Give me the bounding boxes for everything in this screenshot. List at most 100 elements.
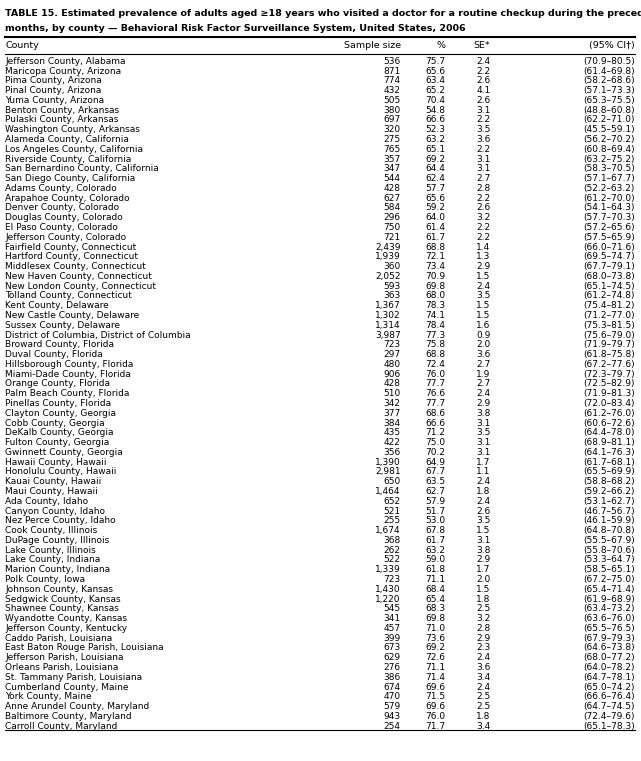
Text: 54.8: 54.8 bbox=[426, 106, 445, 115]
Text: (61.2–70.0): (61.2–70.0) bbox=[583, 193, 635, 202]
Text: 62.7: 62.7 bbox=[426, 487, 445, 496]
Text: (45.5–59.1): (45.5–59.1) bbox=[583, 126, 635, 134]
Text: (57.7–70.3): (57.7–70.3) bbox=[583, 213, 635, 222]
Text: 480: 480 bbox=[383, 360, 401, 369]
Text: 3.8: 3.8 bbox=[476, 409, 490, 418]
Text: (67.2–75.0): (67.2–75.0) bbox=[583, 575, 635, 584]
Text: 357: 357 bbox=[383, 154, 401, 164]
Text: 2.4: 2.4 bbox=[476, 282, 490, 291]
Text: Hawaii County, Hawaii: Hawaii County, Hawaii bbox=[5, 457, 106, 466]
Text: 2.2: 2.2 bbox=[476, 223, 490, 232]
Text: 629: 629 bbox=[383, 653, 401, 662]
Text: 3.1: 3.1 bbox=[476, 154, 490, 164]
Text: 723: 723 bbox=[383, 575, 401, 584]
Text: (61.9–68.9): (61.9–68.9) bbox=[583, 594, 635, 603]
Text: 435: 435 bbox=[383, 428, 401, 438]
Text: East Baton Rouge Parish, Louisiana: East Baton Rouge Parish, Louisiana bbox=[5, 644, 163, 652]
Text: 363: 363 bbox=[383, 291, 401, 301]
Text: 52.3: 52.3 bbox=[426, 126, 445, 134]
Text: (55.8–70.6): (55.8–70.6) bbox=[583, 546, 635, 555]
Text: (59.2–66.2): (59.2–66.2) bbox=[583, 487, 635, 496]
Text: 4.1: 4.1 bbox=[476, 86, 490, 95]
Text: 1,939: 1,939 bbox=[375, 253, 401, 261]
Text: 627: 627 bbox=[383, 193, 401, 202]
Text: (95% CI†): (95% CI†) bbox=[589, 41, 635, 50]
Text: 906: 906 bbox=[383, 370, 401, 379]
Text: 2.7: 2.7 bbox=[476, 360, 490, 369]
Text: (57.1–73.3): (57.1–73.3) bbox=[583, 86, 635, 95]
Text: 3.6: 3.6 bbox=[476, 350, 490, 359]
Text: 2.9: 2.9 bbox=[476, 634, 490, 643]
Text: 65.6: 65.6 bbox=[426, 66, 445, 75]
Text: Sample size: Sample size bbox=[344, 41, 401, 50]
Text: Jefferson County, Colorado: Jefferson County, Colorado bbox=[5, 233, 126, 242]
Text: 70.9: 70.9 bbox=[426, 272, 445, 281]
Text: 2.8: 2.8 bbox=[476, 184, 490, 193]
Text: 63.2: 63.2 bbox=[426, 135, 445, 144]
Text: (65.1–74.5): (65.1–74.5) bbox=[583, 282, 635, 291]
Text: DuPage County, Illinois: DuPage County, Illinois bbox=[5, 536, 110, 545]
Text: (46.7–56.7): (46.7–56.7) bbox=[583, 507, 635, 516]
Text: 341: 341 bbox=[383, 614, 401, 623]
Text: (66.6–76.4): (66.6–76.4) bbox=[583, 693, 635, 702]
Text: 1.5: 1.5 bbox=[476, 301, 490, 310]
Text: Cumberland County, Maine: Cumberland County, Maine bbox=[5, 683, 129, 692]
Text: 68.8: 68.8 bbox=[426, 350, 445, 359]
Text: 68.3: 68.3 bbox=[426, 604, 445, 613]
Text: Pinellas County, Florida: Pinellas County, Florida bbox=[5, 399, 112, 408]
Text: 593: 593 bbox=[383, 282, 401, 291]
Text: 71.1: 71.1 bbox=[426, 575, 445, 584]
Text: Wyandotte County, Kansas: Wyandotte County, Kansas bbox=[5, 614, 127, 623]
Text: San Diego County, California: San Diego County, California bbox=[5, 174, 135, 183]
Text: 521: 521 bbox=[383, 507, 401, 516]
Text: 721: 721 bbox=[383, 233, 401, 242]
Text: (55.5–67.9): (55.5–67.9) bbox=[583, 536, 635, 545]
Text: (63.6–76.0): (63.6–76.0) bbox=[583, 614, 635, 623]
Text: (72.3–79.7): (72.3–79.7) bbox=[583, 370, 635, 379]
Text: Jefferson County, Alabama: Jefferson County, Alabama bbox=[5, 57, 126, 65]
Text: 1.5: 1.5 bbox=[476, 311, 490, 320]
Text: 428: 428 bbox=[383, 380, 401, 388]
Text: 399: 399 bbox=[383, 634, 401, 643]
Text: 470: 470 bbox=[383, 693, 401, 702]
Text: Baltimore County, Maryland: Baltimore County, Maryland bbox=[5, 712, 132, 721]
Text: St. Tammany Parish, Louisiana: St. Tammany Parish, Louisiana bbox=[5, 673, 142, 682]
Text: 3.5: 3.5 bbox=[476, 126, 490, 134]
Text: 254: 254 bbox=[383, 721, 401, 731]
Text: 65.1: 65.1 bbox=[426, 145, 445, 154]
Text: 70.4: 70.4 bbox=[426, 96, 445, 105]
Text: Yuma County, Arizona: Yuma County, Arizona bbox=[5, 96, 104, 105]
Text: 61.4: 61.4 bbox=[426, 223, 445, 232]
Text: 275: 275 bbox=[383, 135, 401, 144]
Text: 75.7: 75.7 bbox=[426, 57, 445, 65]
Text: (58.8–68.2): (58.8–68.2) bbox=[583, 477, 635, 486]
Text: 63.4: 63.4 bbox=[426, 76, 445, 85]
Text: 61.7: 61.7 bbox=[426, 536, 445, 545]
Text: 584: 584 bbox=[383, 203, 401, 212]
Text: (60.8–69.4): (60.8–69.4) bbox=[583, 145, 635, 154]
Text: New Haven County, Connecticut: New Haven County, Connecticut bbox=[5, 272, 152, 281]
Text: 3.5: 3.5 bbox=[476, 291, 490, 301]
Text: 262: 262 bbox=[383, 546, 401, 555]
Text: (69.5–74.7): (69.5–74.7) bbox=[583, 253, 635, 261]
Text: Maui County, Hawaii: Maui County, Hawaii bbox=[5, 487, 98, 496]
Text: (65.4–71.4): (65.4–71.4) bbox=[583, 584, 635, 594]
Text: 69.6: 69.6 bbox=[426, 702, 445, 712]
Text: 61.8: 61.8 bbox=[426, 565, 445, 575]
Text: 1.7: 1.7 bbox=[476, 565, 490, 575]
Text: 579: 579 bbox=[383, 702, 401, 712]
Text: 2.5: 2.5 bbox=[476, 604, 490, 613]
Text: (61.2–76.0): (61.2–76.0) bbox=[583, 409, 635, 418]
Text: 1.8: 1.8 bbox=[476, 712, 490, 721]
Text: 386: 386 bbox=[383, 673, 401, 682]
Text: 673: 673 bbox=[383, 644, 401, 652]
Text: (63.4–73.2): (63.4–73.2) bbox=[583, 604, 635, 613]
Text: 347: 347 bbox=[383, 164, 401, 174]
Text: 3,987: 3,987 bbox=[375, 330, 401, 339]
Text: 68.4: 68.4 bbox=[426, 584, 445, 594]
Text: 69.2: 69.2 bbox=[426, 644, 445, 652]
Text: Los Angeles County, California: Los Angeles County, California bbox=[5, 145, 143, 154]
Text: Miami-Dade County, Florida: Miami-Dade County, Florida bbox=[5, 370, 131, 379]
Text: 68.8: 68.8 bbox=[426, 243, 445, 252]
Text: 356: 356 bbox=[383, 448, 401, 457]
